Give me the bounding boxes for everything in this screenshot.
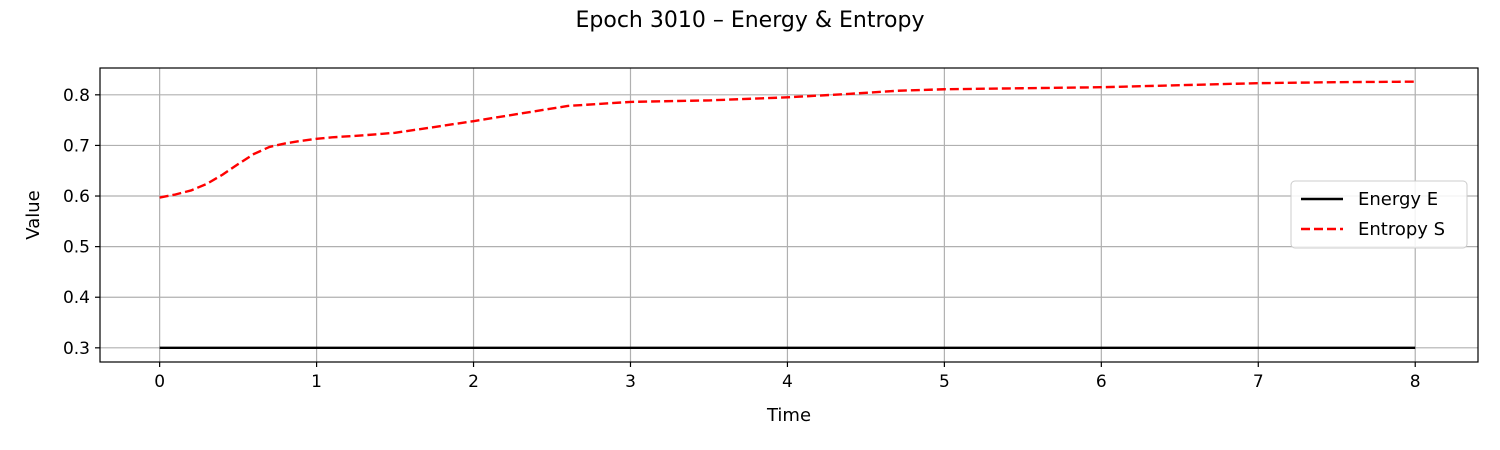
x-tick-label: 4 — [782, 372, 793, 392]
legend: Energy E Entropy S — [1290, 180, 1468, 249]
x-tick-label: 5 — [939, 372, 950, 392]
x-tick-label: 8 — [1410, 372, 1421, 392]
chart-title: Epoch 3010 – Energy & Entropy — [576, 8, 925, 33]
x-tick-label: 6 — [1096, 372, 1107, 392]
x-axis-label: Time — [766, 405, 811, 426]
y-tick-label: 0.5 — [63, 238, 90, 258]
series-lines — [159, 80, 1416, 350]
axis-ticks: 0 1 2 3 4 5 6 7 8 0.3 0.4 0.5 0.6 0.7 0.8 — [63, 86, 1421, 392]
x-tick-label: 3 — [625, 372, 636, 392]
y-tick-label: 0.6 — [63, 187, 90, 207]
x-tick-label: 7 — [1253, 372, 1264, 392]
y-tick-label: 0.3 — [63, 339, 90, 359]
series-line-1 — [159, 80, 1416, 199]
x-tick-label: 1 — [311, 372, 322, 392]
legend-box — [1290, 180, 1468, 249]
x-tick-label: 2 — [468, 372, 479, 392]
y-axis-label: Value — [23, 190, 44, 239]
legend-label: Entropy S — [1358, 219, 1445, 240]
y-tick-label: 0.4 — [63, 288, 90, 308]
legend-label: Energy E — [1358, 189, 1438, 210]
y-tick-label: 0.7 — [63, 136, 90, 156]
plot-frame — [99, 67, 1479, 363]
y-tick-label: 0.8 — [63, 86, 90, 106]
x-tick-label: 0 — [154, 372, 165, 392]
